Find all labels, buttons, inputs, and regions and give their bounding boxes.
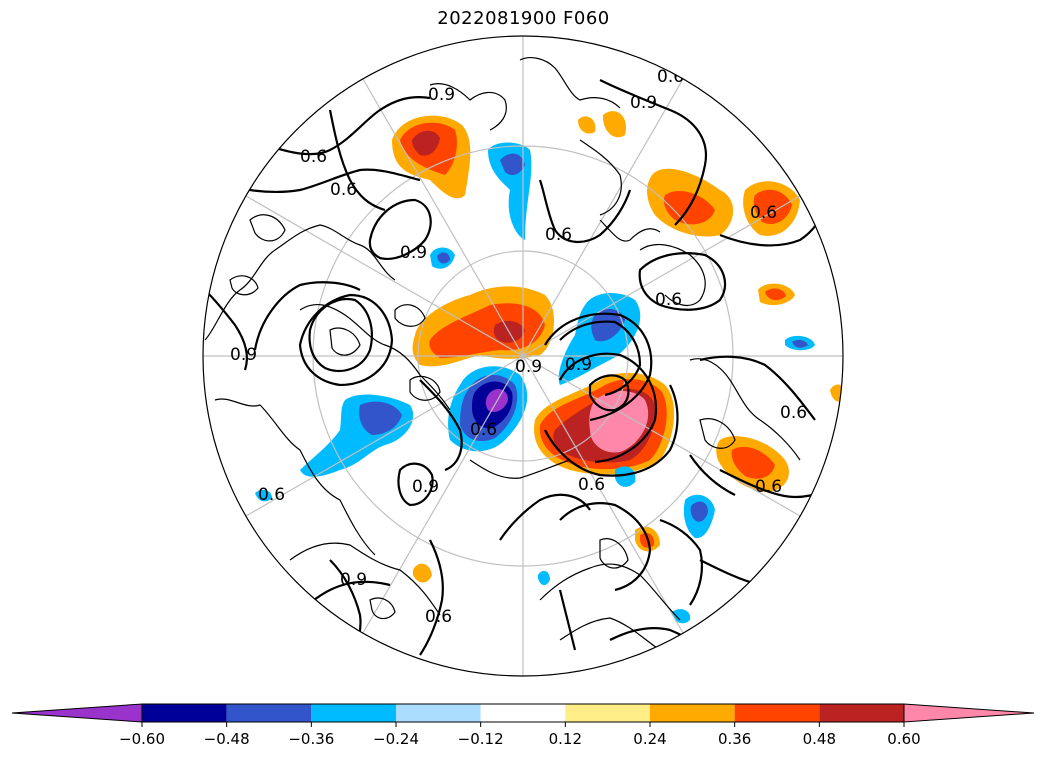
colorbar-outline bbox=[141, 703, 905, 723]
map-title: 2022081900 F060 bbox=[437, 8, 610, 29]
contour-label: 0.6 bbox=[330, 180, 357, 200]
contour-label: 0.6 bbox=[470, 420, 497, 440]
contour-label: 0.6 bbox=[755, 477, 782, 497]
colorbar-swatch bbox=[734, 704, 820, 722]
colorbar-tick-label: 0.36 bbox=[718, 730, 751, 748]
contour-label: 0.6 bbox=[780, 403, 807, 423]
colorbar-swatch bbox=[226, 704, 312, 722]
contour-label: 0.6 bbox=[750, 203, 777, 223]
colorbar-tick-label: −0.12 bbox=[458, 730, 504, 748]
contour-label: 0.9 bbox=[515, 357, 542, 377]
colorbar-tick-label: 0.12 bbox=[549, 730, 582, 748]
polar-map: 0.6 0.9 0.6 0.6 0.9 0.6 0.9 0.9 0.6 0.6 … bbox=[202, 35, 844, 677]
colorbar-swatch bbox=[819, 704, 904, 722]
contour-lines bbox=[204, 79, 836, 666]
colorbar-tick-label: −0.36 bbox=[288, 730, 334, 748]
contour-label: 0.9 bbox=[340, 570, 367, 590]
contour-label: 0.9 bbox=[230, 345, 257, 365]
contour-label: 0.6 bbox=[300, 147, 327, 167]
colorbar-swatch bbox=[565, 704, 650, 722]
colorbar-tick-label: 0.24 bbox=[633, 730, 666, 748]
colorbar-swatch bbox=[311, 704, 396, 722]
colorbar-tick-label: −0.48 bbox=[204, 730, 250, 748]
colorbar-tick-label: −0.24 bbox=[373, 730, 419, 748]
contour-label: 0.6 bbox=[655, 290, 682, 310]
colorbar-swatch bbox=[142, 704, 227, 722]
colorbar-swatch bbox=[396, 704, 481, 722]
colorbar-labels: −0.60 −0.48 −0.36 −0.24 −0.12 0.12 0.24 0.36 0.4… bbox=[119, 730, 921, 748]
contour-label: 0.9 bbox=[412, 477, 439, 497]
contour-label: 0.9 bbox=[630, 93, 657, 113]
colorbar-tick-label: −0.60 bbox=[119, 730, 165, 748]
colorbar-swatch bbox=[11, 703, 143, 723]
colorbar-swatches bbox=[11, 703, 1035, 723]
colorbar-ticks bbox=[141, 722, 905, 727]
coastlines bbox=[204, 57, 801, 651]
colorbar-tick-label: 0.48 bbox=[803, 730, 836, 748]
colorbar-swatch bbox=[903, 703, 1035, 723]
map-boundary bbox=[202, 35, 844, 677]
contour-label: 0.6 bbox=[578, 475, 605, 495]
contour-label: 0.9 bbox=[428, 85, 455, 105]
contour-labels: 0.6 0.9 0.6 0.6 0.9 0.6 0.9 0.9 0.6 0.6 … bbox=[230, 67, 807, 627]
colorbar-swatch bbox=[650, 704, 735, 722]
contour-label: 0.9 bbox=[400, 243, 427, 263]
colorbar-tick-label: 0.60 bbox=[887, 730, 920, 748]
colorbar-swatch bbox=[480, 704, 566, 722]
contour-label: 0.9 bbox=[565, 355, 592, 375]
contour-label: 0.6 bbox=[425, 607, 452, 627]
colorbar: −0.60 −0.48 −0.36 −0.24 −0.12 0.12 0.24 0.36 0.4… bbox=[11, 703, 1035, 748]
contour-label: 0.6 bbox=[545, 225, 572, 245]
contour-label: 0.6 bbox=[258, 485, 285, 505]
